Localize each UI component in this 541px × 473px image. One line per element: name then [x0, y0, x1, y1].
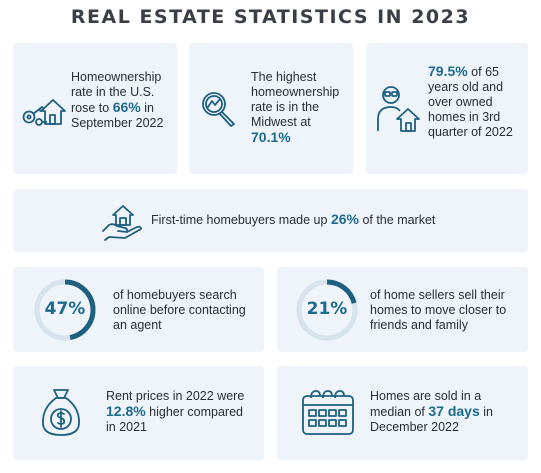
- midwest-text-pre: The highest homeownership rate is in the…: [251, 70, 340, 129]
- first-time-buyers-card: First-time homebuyers made up 26% of the…: [13, 189, 528, 252]
- sellers-move-card: 21% of home sellers sell their homes to …: [277, 267, 528, 352]
- person-house-icon: [375, 83, 421, 133]
- sellers-move-progress-ring: 21%: [293, 276, 361, 344]
- sellers-move-text: of home sellers sell their homes to move…: [370, 288, 507, 332]
- days-on-market-card: Homes are sold in a median of 37 days in…: [277, 366, 528, 460]
- sellers-move-percent: 21%: [306, 299, 348, 319]
- search-online-text: of homebuyers search online before conta…: [113, 288, 246, 332]
- rent-value: 12.8%: [106, 403, 146, 419]
- magnifier-chart-icon: [199, 89, 239, 129]
- rent-card: Rent prices in 2022 were 12.8% higher co…: [13, 366, 264, 460]
- hand-house-icon: [101, 201, 145, 241]
- first-time-value: 26%: [330, 211, 359, 227]
- first-time-text-post: of the market: [358, 213, 436, 227]
- homeownership-value: 66%: [112, 99, 141, 115]
- homeownership-text-pre: Homeownership rate in the U.S. rose to: [71, 70, 162, 115]
- midwest-card: The highest homeownership rate is in the…: [189, 43, 353, 174]
- seniors-text-post: of 65 years old and over owned homes in …: [428, 65, 513, 139]
- midwest-value: 70.1%: [251, 129, 291, 145]
- page-title: REAL ESTATE STATISTICS IN 2023: [70, 6, 471, 28]
- days-text-post: in December 2022: [370, 405, 493, 434]
- calendar-icon: [301, 388, 355, 436]
- rent-text-pre: Rent prices in 2022 were: [106, 389, 245, 403]
- money-bag-icon: [40, 386, 82, 438]
- search-online-card: 47% of homebuyers search online before c…: [13, 267, 264, 352]
- days-value: 37 days: [428, 403, 480, 419]
- seniors-card: 79.5% of 65 years old and over owned hom…: [366, 43, 528, 174]
- search-online-progress-ring: 47%: [31, 276, 99, 344]
- first-time-text-pre: First-time homebuyers made up: [151, 213, 331, 227]
- days-text-pre: Homes are sold in a median of: [370, 389, 482, 419]
- homeownership-text-post: in September 2022: [71, 101, 164, 130]
- house-keys-icon: [21, 95, 67, 129]
- homeownership-card: Homeownership rate in the U.S. rose to 6…: [13, 43, 177, 174]
- seniors-value: 79.5%: [428, 63, 468, 79]
- rent-text-post: higher compared in 2021: [106, 405, 243, 434]
- search-online-percent: 47%: [44, 299, 86, 319]
